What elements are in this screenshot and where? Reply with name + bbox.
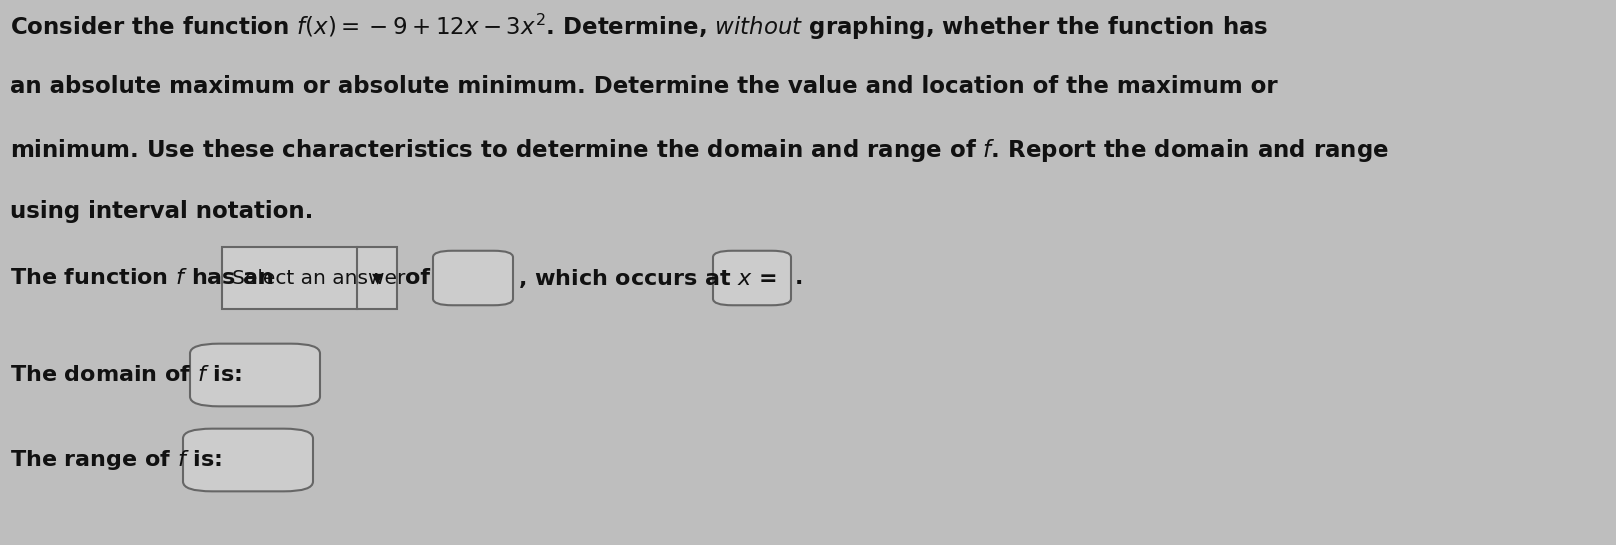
Text: Consider the function $f(x) = -9 + 12x - 3x^2$. Determine, $\it{without}$ graphi: Consider the function $f(x) = -9 + 12x -… <box>10 12 1269 42</box>
Text: The domain of $f$ is:: The domain of $f$ is: <box>10 365 242 385</box>
FancyBboxPatch shape <box>221 247 398 310</box>
Text: Select an answer: Select an answer <box>231 269 406 288</box>
Text: , which occurs at $x$ =: , which occurs at $x$ = <box>519 267 777 289</box>
FancyBboxPatch shape <box>183 429 314 492</box>
Text: an absolute maximum or absolute minimum. Determine the value and location of the: an absolute maximum or absolute minimum.… <box>10 75 1278 98</box>
Text: using interval notation.: using interval notation. <box>10 200 314 223</box>
FancyBboxPatch shape <box>433 251 512 305</box>
Text: of: of <box>406 268 430 288</box>
Text: ▾: ▾ <box>372 268 383 288</box>
Text: The function $f$ has an: The function $f$ has an <box>10 268 275 288</box>
Text: .: . <box>795 268 803 288</box>
FancyBboxPatch shape <box>191 344 320 407</box>
Text: The range of $f$ is:: The range of $f$ is: <box>10 448 221 472</box>
FancyBboxPatch shape <box>713 251 790 305</box>
Text: minimum. Use these characteristics to determine the domain and range of $f$. Rep: minimum. Use these characteristics to de… <box>10 137 1390 165</box>
